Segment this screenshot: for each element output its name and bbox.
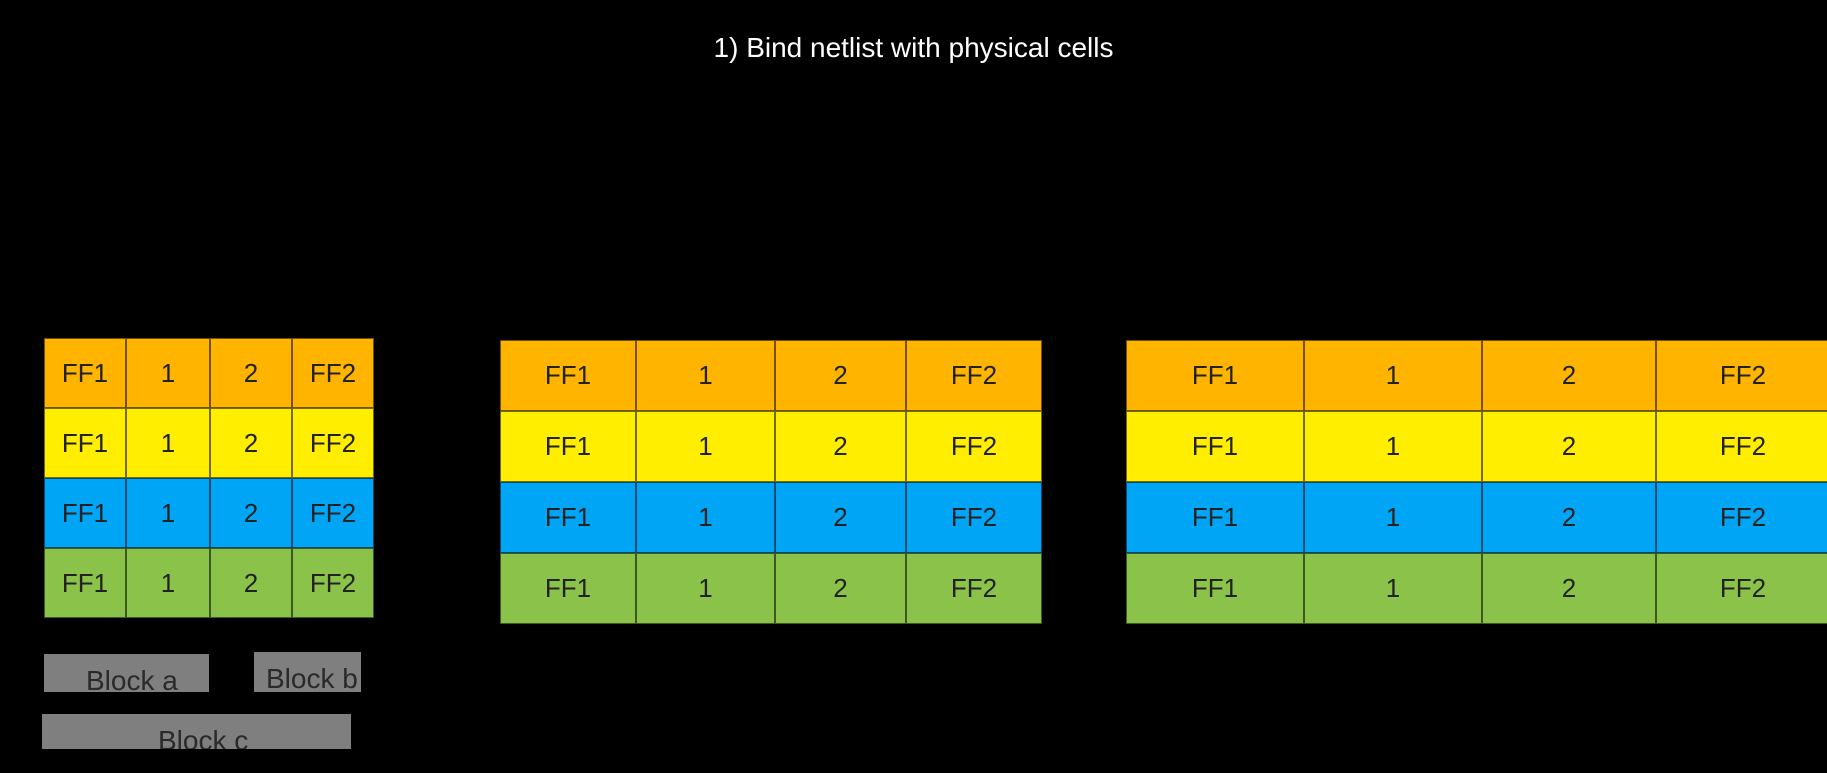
cell-ff1: FF1 [1126,482,1304,553]
cell-gate-1: 1 [126,408,210,478]
block-a: Block a [44,654,209,692]
cell-ff2: FF2 [292,338,374,408]
cell-row-2: FF1 1 2 FF2 [44,408,374,478]
block-c-label: Block c [158,725,249,749]
cell-gate-2: 2 [775,340,906,411]
cell-gate-2: 2 [1482,411,1656,482]
cell-ff2: FF2 [292,548,374,618]
cell-gate-2: 2 [775,411,906,482]
cell-ff1: FF1 [500,340,636,411]
cell-gate-2: 2 [1482,553,1656,624]
cell-ff1: FF1 [500,553,636,624]
block-b: Block b [254,652,361,692]
cell-row-4: FF1 1 2 FF2 [500,553,1042,624]
block-a-label: Block a [86,665,178,692]
cell-row-3: FF1 1 2 FF2 [44,478,374,548]
cell-ff1: FF1 [1126,553,1304,624]
medium-cell-grid: FF1 1 2 FF2 FF1 1 2 FF2 FF1 1 2 FF2 FF1 1 2 FF2 [500,340,1042,624]
cell-gate-2: 2 [210,548,292,618]
cell-row-4: FF1 1 2 FF2 [1126,553,1827,624]
cell-gate-1: 1 [126,548,210,618]
cell-row-3: FF1 1 2 FF2 [500,482,1042,553]
cell-gate-1: 1 [636,340,775,411]
cell-gate-1: 1 [1304,340,1482,411]
cell-gate-2: 2 [775,482,906,553]
block-b-label: Block b [266,663,358,692]
cell-ff2: FF2 [906,553,1042,624]
cell-gate-1: 1 [636,482,775,553]
cell-gate-2: 2 [1482,340,1656,411]
cell-gate-1: 1 [1304,553,1482,624]
cell-ff2: FF2 [292,478,374,548]
cell-row-2: FF1 1 2 FF2 [1126,411,1827,482]
cell-row-4: FF1 1 2 FF2 [44,548,374,618]
cell-ff2: FF2 [906,411,1042,482]
cell-ff1: FF1 [500,482,636,553]
diagram-title: 1) Bind netlist with physical cells [713,32,1114,63]
cell-row-2: FF1 1 2 FF2 [500,411,1042,482]
cell-gate-1: 1 [636,411,775,482]
cell-ff1: FF1 [1126,340,1304,411]
cell-ff2: FF2 [1656,340,1827,411]
cell-gate-1: 1 [1304,411,1482,482]
cell-row-1: FF1 1 2 FF2 [500,340,1042,411]
cell-gate-2: 2 [210,478,292,548]
cell-ff2: FF2 [1656,411,1827,482]
large-cell-grid: FF1 1 2 FF2 FF1 1 2 FF2 FF1 1 2 FF2 FF1 1 2 FF2 [1126,340,1827,624]
cell-gate-2: 2 [1482,482,1656,553]
block-c: Block c [42,714,351,749]
cell-ff2: FF2 [292,408,374,478]
cell-gate-1: 1 [636,553,775,624]
small-cell-grid: FF1 1 2 FF2 FF1 1 2 FF2 FF1 1 2 FF2 FF1 1 2 FF2 [44,338,374,618]
cell-gate-2: 2 [210,408,292,478]
cell-ff1: FF1 [44,548,126,618]
cell-row-1: FF1 1 2 FF2 [44,338,374,408]
cell-ff1: FF1 [500,411,636,482]
cell-row-3: FF1 1 2 FF2 [1126,482,1827,553]
cell-gate-1: 1 [1304,482,1482,553]
cell-ff2: FF2 [906,482,1042,553]
cell-gate-2: 2 [775,553,906,624]
cell-ff1: FF1 [44,338,126,408]
cell-ff1: FF1 [44,408,126,478]
cell-ff1: FF1 [44,478,126,548]
cell-ff2: FF2 [1656,553,1827,624]
cell-gate-2: 2 [210,338,292,408]
cell-ff2: FF2 [906,340,1042,411]
cell-gate-1: 1 [126,478,210,548]
cell-ff2: FF2 [1656,482,1827,553]
cell-gate-1: 1 [126,338,210,408]
cell-row-1: FF1 1 2 FF2 [1126,340,1827,411]
cell-ff1: FF1 [1126,411,1304,482]
